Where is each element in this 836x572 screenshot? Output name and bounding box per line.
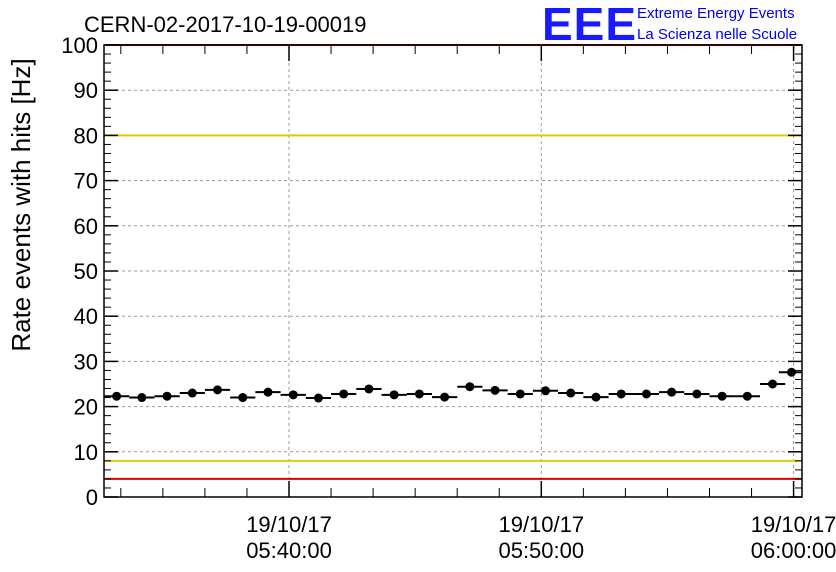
data-point bbox=[641, 389, 651, 399]
y-tick-label: 20 bbox=[74, 395, 98, 420]
reference-lines bbox=[104, 44, 802, 480]
data-point bbox=[591, 392, 601, 402]
y-tick-label: 50 bbox=[74, 259, 98, 284]
data-point bbox=[541, 386, 551, 396]
data-point bbox=[313, 393, 323, 403]
data-point bbox=[440, 392, 450, 402]
data-point bbox=[263, 387, 273, 397]
y-tick-label: 40 bbox=[74, 304, 98, 329]
y-tick-label: 70 bbox=[74, 169, 98, 194]
y-tick-label: 80 bbox=[74, 123, 98, 148]
y-tick-label: 90 bbox=[74, 78, 98, 103]
y-tick-label: 100 bbox=[61, 33, 98, 58]
data-point bbox=[238, 393, 248, 403]
x-tick-time-label: 05:40:00 bbox=[246, 538, 332, 563]
data-point bbox=[786, 367, 796, 377]
y-tick-label: 60 bbox=[74, 214, 98, 239]
data-point bbox=[692, 389, 702, 399]
chart-title: CERN-02-2017-10-19-00019 bbox=[84, 12, 367, 37]
data-point bbox=[742, 391, 752, 401]
data-point bbox=[288, 390, 298, 400]
x-tick-labels: 19/10/1705:40:0019/10/1705:50:0019/10/17… bbox=[246, 512, 836, 563]
data-point bbox=[414, 389, 424, 399]
data-point bbox=[717, 391, 727, 401]
data-point bbox=[465, 382, 475, 392]
axes bbox=[103, 44, 803, 498]
data-point bbox=[112, 391, 122, 401]
data-point bbox=[490, 385, 500, 395]
grid bbox=[104, 45, 802, 497]
data-point bbox=[566, 388, 576, 398]
data-point bbox=[515, 389, 525, 399]
data-point bbox=[389, 390, 399, 400]
logo-mark: EEE bbox=[542, 0, 637, 50]
x-tick-time-label: 06:00:00 bbox=[751, 538, 836, 563]
logo-line2: La Scienza nelle Scuole bbox=[637, 26, 797, 43]
logo-line1: Extreme Energy Events bbox=[637, 5, 795, 22]
x-tick-date-label: 19/10/17 bbox=[246, 512, 332, 537]
data-point bbox=[213, 385, 223, 395]
y-tick-label: 0 bbox=[86, 485, 98, 510]
data-point bbox=[162, 391, 172, 401]
data-point bbox=[768, 379, 778, 389]
data-point bbox=[616, 389, 626, 399]
y-tick-labels: 0 10 20 30 40 50 60 70 80 90 100 bbox=[61, 33, 98, 510]
x-tick-date-label: 19/10/17 bbox=[498, 512, 584, 537]
x-tick-time-label: 05:50:00 bbox=[498, 538, 584, 563]
x-tick-date-label: 19/10/17 bbox=[751, 512, 836, 537]
y-axis-label: Rate events with hits [Hz] bbox=[6, 58, 36, 351]
data-point bbox=[364, 384, 374, 394]
data-point bbox=[339, 389, 349, 399]
eee-logo: EEE Extreme Energy Events La Scienza nel… bbox=[542, 0, 797, 50]
data-point bbox=[187, 388, 197, 398]
data-point bbox=[667, 387, 677, 397]
data-points bbox=[104, 367, 802, 403]
data-point bbox=[137, 393, 147, 403]
y-tick-label: 30 bbox=[74, 349, 98, 374]
y-tick-label: 10 bbox=[74, 440, 98, 465]
